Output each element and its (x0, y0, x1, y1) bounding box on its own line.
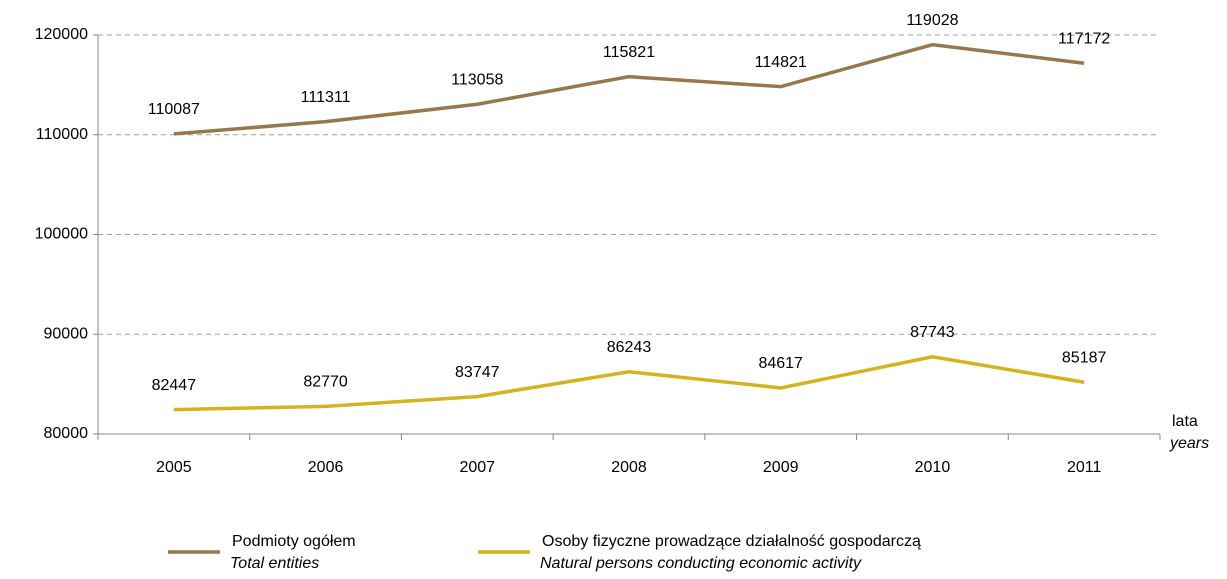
x-axis-label-en: years (1169, 435, 1209, 452)
legend-label-en: Total entities (230, 555, 319, 572)
data-label: 87743 (910, 324, 955, 341)
series-line (173, 42, 1085, 136)
legend-label-en: Natural persons conducting economic acti… (540, 555, 862, 572)
data-label: 83747 (455, 364, 500, 381)
data-label: 86243 (607, 339, 652, 356)
x-tick-label: 2005 (156, 459, 192, 476)
y-tick-label: 120000 (35, 26, 88, 43)
x-tick-label: 2010 (915, 459, 951, 476)
x-tick-label: 2006 (308, 459, 344, 476)
y-tick-label: 90000 (44, 325, 89, 342)
data-label: 117172 (1058, 30, 1110, 47)
data-label: 111311 (301, 89, 351, 106)
data-label: 113058 (451, 71, 503, 88)
x-axis-label: lata (1172, 413, 1198, 430)
x-tick-label: 2009 (763, 459, 799, 476)
data-label: 115821 (603, 44, 655, 61)
legend-label: Podmioty ogółem (232, 533, 356, 550)
x-tick-label: 2011 (1067, 459, 1102, 476)
data-label: 82447 (152, 377, 197, 394)
data-label: 85187 (1062, 349, 1107, 366)
data-label: 114821 (755, 54, 807, 71)
x-tick-label: 2008 (611, 459, 647, 476)
y-tick-label: 100000 (35, 226, 88, 243)
series-line (173, 354, 1085, 412)
y-tick-label: 80000 (44, 425, 89, 442)
y-tick-label: 110000 (36, 126, 88, 143)
data-label: 82770 (303, 374, 348, 391)
data-label: 110087 (148, 101, 200, 118)
x-tick-label: 2007 (459, 459, 495, 476)
data-label: 84617 (758, 355, 803, 372)
data-label: 119028 (906, 12, 958, 29)
legend-label: Osoby fizyczne prowadzące działalność go… (542, 533, 921, 550)
